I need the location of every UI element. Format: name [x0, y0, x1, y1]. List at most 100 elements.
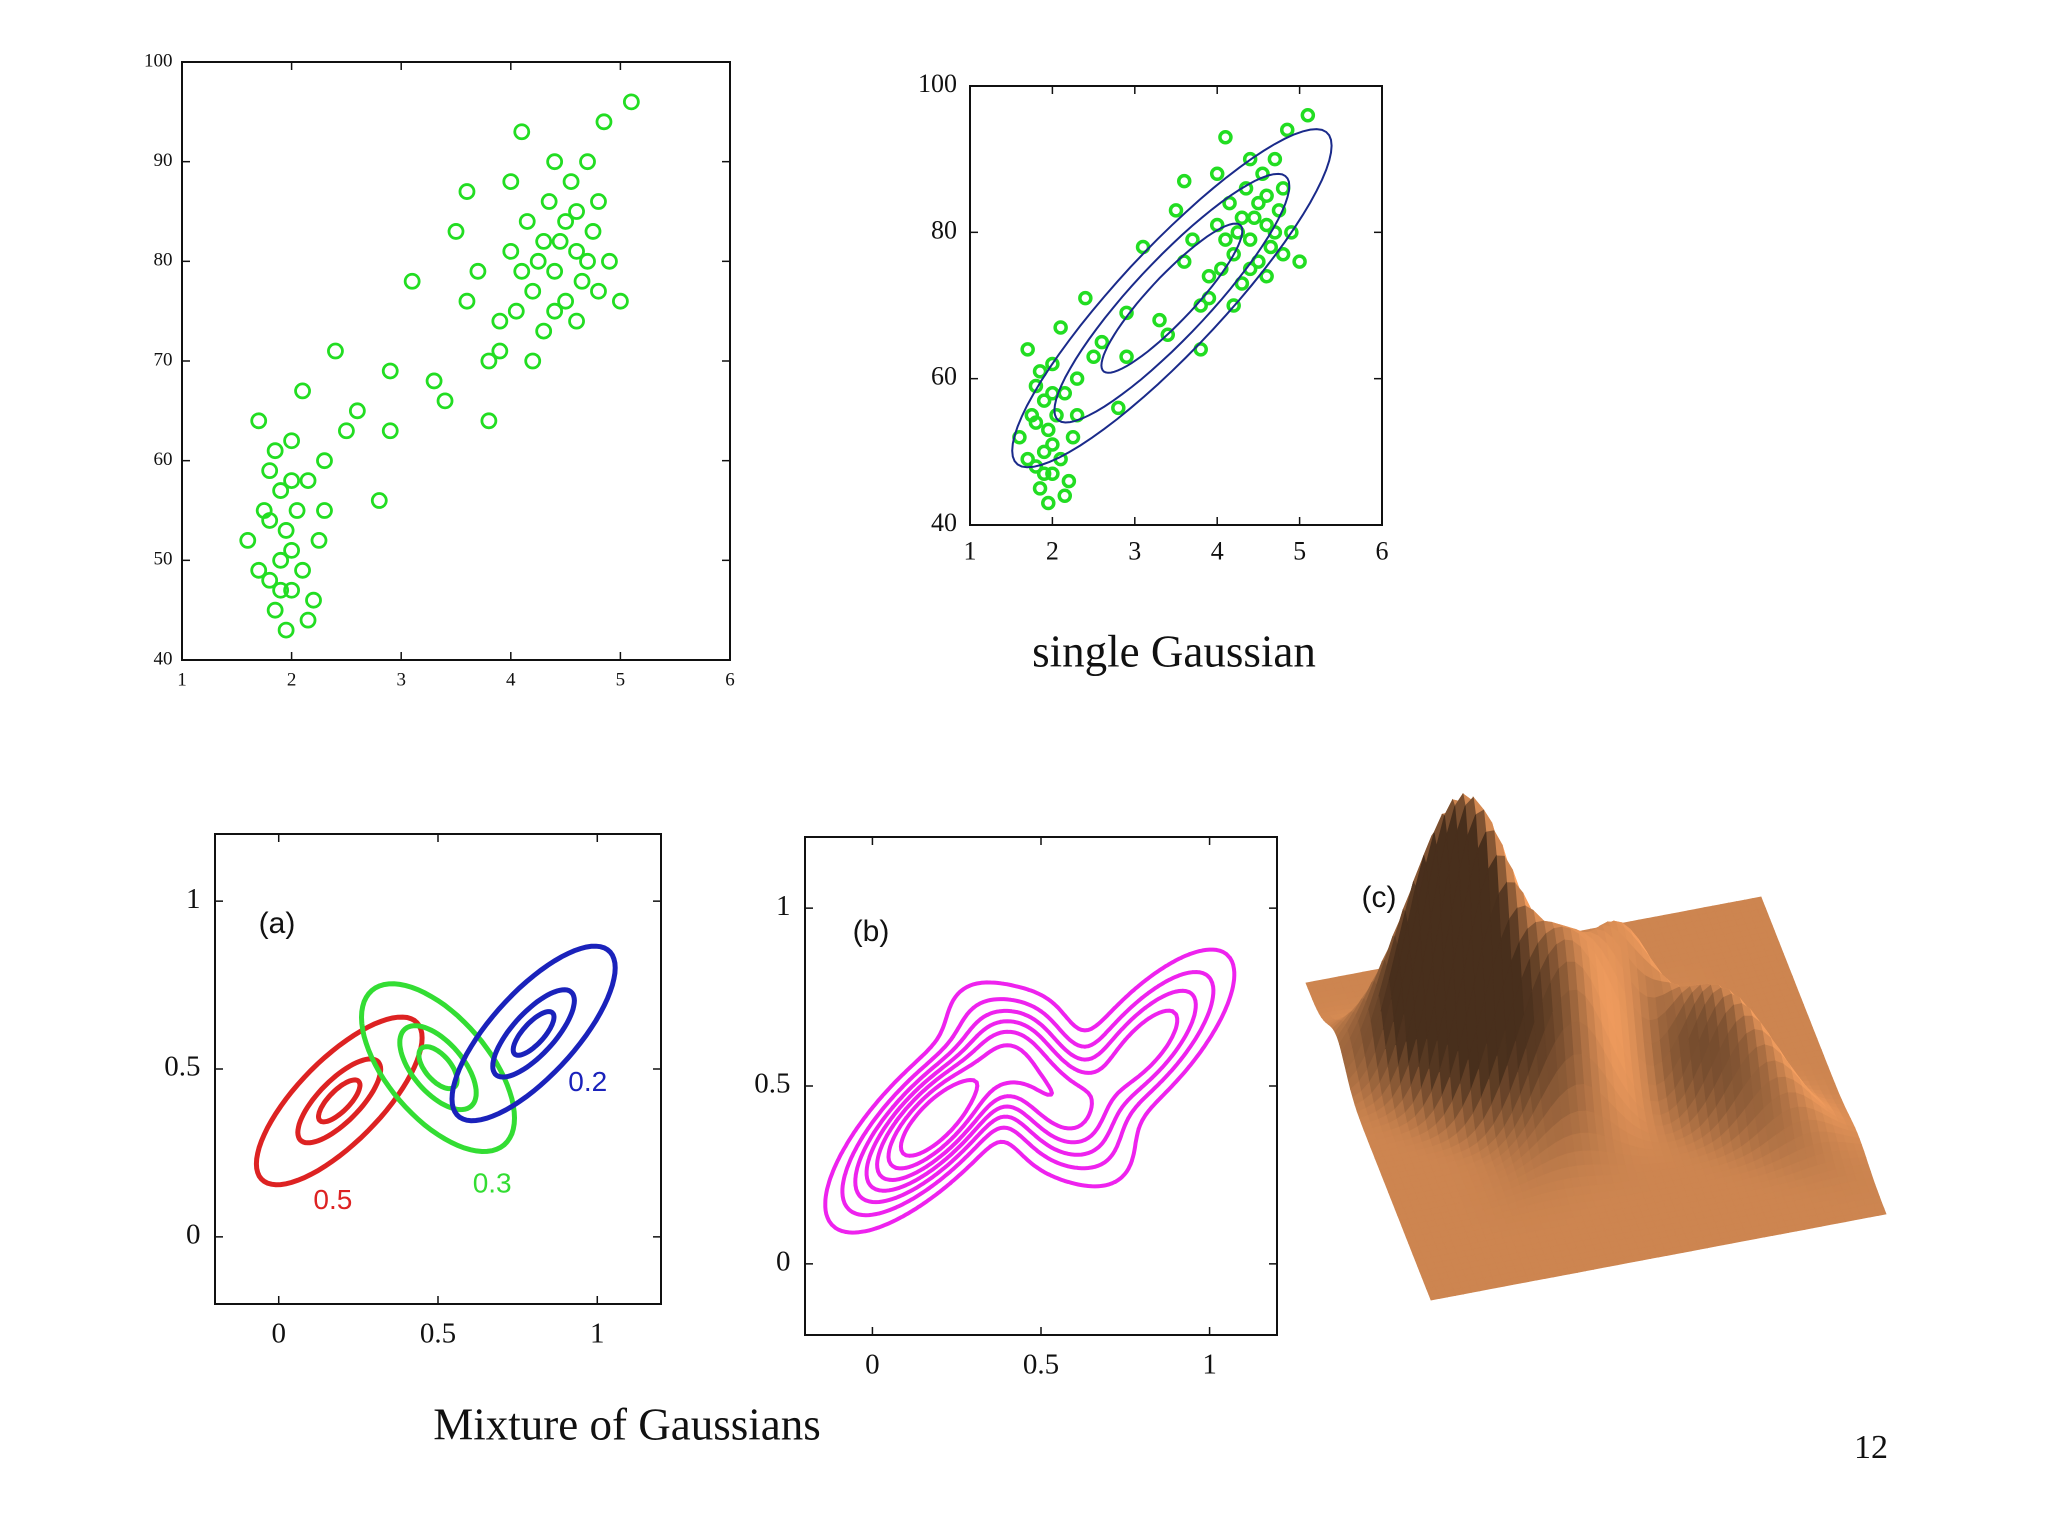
scatter-point	[1152, 312, 1167, 328]
density-contour	[823, 947, 1237, 1235]
x-tick-label: 4	[506, 669, 516, 690]
scatter-point	[348, 402, 366, 420]
scatter-point	[327, 342, 344, 360]
x-tick-label: 0	[271, 1318, 286, 1350]
scatter-point	[381, 362, 399, 380]
x-tick-label: 2	[1046, 537, 1059, 566]
y-tick-label: 1	[186, 883, 201, 915]
density-contour	[853, 988, 1198, 1205]
y-tick-label: 70	[154, 349, 173, 370]
scatter-point	[562, 173, 580, 191]
scatter-point	[595, 113, 613, 131]
scatter-point	[1036, 466, 1052, 482]
x-tick-label: 2	[287, 669, 297, 690]
scatter-point	[1057, 488, 1073, 503]
scatter-point	[1045, 356, 1060, 372]
scatter-point	[1032, 364, 1048, 379]
x-tick-label: 6	[1376, 537, 1389, 566]
gaussian-contour	[1100, 222, 1244, 374]
scatter-point	[491, 342, 509, 360]
x-tick-label: 4	[1211, 537, 1224, 566]
scatter-point	[1020, 342, 1035, 357]
scatter-point	[557, 213, 574, 230]
plot-frame	[804, 836, 1278, 1336]
scatter-point	[1275, 247, 1291, 262]
scatter-point	[1176, 173, 1192, 189]
scatter-point	[1242, 232, 1258, 247]
y-tick-label: 40	[931, 508, 957, 537]
scatter-point	[1065, 429, 1081, 445]
scatter-point	[579, 153, 596, 171]
scatter-point	[316, 452, 333, 470]
plot-frame	[181, 61, 731, 661]
scatter-point	[316, 502, 333, 519]
scatter-point	[1078, 290, 1093, 306]
scatter-point	[1053, 320, 1068, 335]
scatter-point	[1234, 276, 1250, 291]
scatter-point	[1218, 232, 1233, 247]
scatter-point	[1028, 415, 1044, 430]
scatter-point	[1086, 349, 1101, 364]
scatter-point	[299, 472, 317, 490]
scatter-point	[612, 292, 629, 310]
scatter-point	[1168, 203, 1184, 218]
scatter-point	[283, 432, 301, 450]
scatter-point	[1041, 422, 1056, 438]
scatter-point	[1259, 268, 1274, 284]
scatter-point	[1049, 408, 1064, 423]
gaussian-contour	[1053, 172, 1291, 424]
scatter-point	[1218, 129, 1233, 145]
density-contour	[875, 1029, 1094, 1182]
scatter-point	[1251, 254, 1266, 269]
component-contour	[315, 1077, 363, 1125]
scatter-point	[568, 203, 585, 220]
scatter-point	[1300, 108, 1316, 123]
weight-label: 0.3	[473, 1168, 512, 1199]
x-tick-label: 1	[964, 537, 977, 566]
scatter-point	[272, 551, 290, 569]
scatter-point	[551, 232, 569, 250]
x-tick-label: 6	[725, 669, 735, 690]
scatter-point	[266, 442, 284, 460]
x-tick-label: 5	[1293, 537, 1306, 566]
scatter-point	[1247, 210, 1262, 225]
x-tick-label: 3	[1128, 537, 1141, 566]
scatter-point	[1057, 386, 1073, 401]
y-tick-label: 90	[154, 150, 173, 171]
scatter-point	[1259, 188, 1274, 203]
scatter-point	[310, 532, 328, 549]
scatter-point	[601, 252, 618, 270]
scatter-point	[370, 492, 388, 509]
scatter-point	[546, 302, 564, 320]
scatter-point	[1263, 239, 1279, 255]
scatter-point	[1230, 225, 1246, 240]
scatter-point	[250, 412, 268, 430]
scatter-point	[1292, 254, 1307, 269]
x-tick-label: 0.5	[1023, 1349, 1059, 1381]
y-tick-label: 0.5	[754, 1068, 790, 1100]
y-tick-label: 60	[154, 449, 173, 470]
component-contour	[253, 1014, 425, 1188]
component-contour	[416, 1044, 460, 1092]
scatter-point	[239, 532, 257, 549]
scatter-point	[1185, 232, 1200, 247]
y-tick-label: 60	[931, 362, 957, 391]
scatter-point	[1069, 371, 1085, 386]
y-tick-label: 0.5	[164, 1051, 200, 1083]
x-tick-label: 1	[590, 1318, 605, 1350]
scatter-point	[507, 302, 525, 320]
scatter-point	[529, 252, 547, 270]
scatter-point	[557, 292, 574, 310]
scatter-point	[447, 223, 465, 240]
scatter-point	[261, 571, 279, 589]
y-tick-label: 80	[931, 215, 957, 244]
component-contour	[449, 943, 618, 1124]
scatter-point	[535, 322, 553, 340]
gaussian-contour	[1011, 128, 1333, 469]
scatter-point	[1045, 437, 1060, 452]
y-tick-label: 40	[154, 648, 173, 669]
scatter-point	[1036, 393, 1052, 408]
scatter-point	[502, 173, 520, 191]
scatter-point	[1226, 298, 1241, 313]
